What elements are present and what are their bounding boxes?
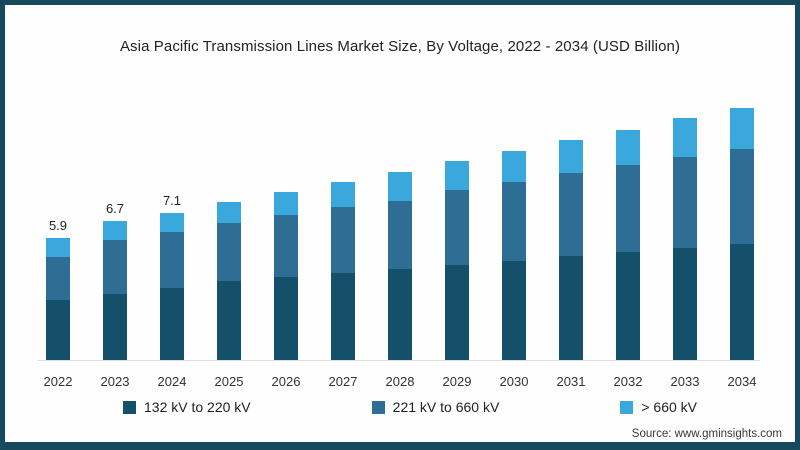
bar-segment bbox=[673, 118, 697, 157]
bar-2028: 2028 bbox=[386, 172, 414, 389]
x-tick-label: 2029 bbox=[442, 374, 472, 389]
legend-label: > 660 kV bbox=[641, 399, 697, 415]
bar-2027: 2027 bbox=[329, 182, 357, 389]
bar-segment bbox=[559, 140, 583, 173]
legend-item-132kv-220kv: 132 kV to 220 kV bbox=[123, 399, 251, 415]
bar-segment bbox=[502, 261, 526, 360]
bar-segment bbox=[673, 248, 697, 360]
chart-title: Asia Pacific Transmission Lines Market S… bbox=[119, 38, 681, 55]
bar-segment bbox=[217, 281, 241, 360]
bar-segment bbox=[445, 190, 469, 265]
bar-segment bbox=[616, 165, 640, 252]
bar-segment bbox=[46, 238, 70, 257]
legend: 132 kV to 220 kV 221 kV to 660 kV > 660 … bbox=[123, 399, 697, 415]
legend-swatch-icon bbox=[620, 400, 634, 414]
bar-2032: 2032 bbox=[614, 130, 642, 389]
bar-segment bbox=[331, 182, 355, 207]
bar-2022: 5.9 2022 bbox=[44, 218, 73, 389]
bar-segment bbox=[445, 265, 469, 360]
bar-2034: 2034 bbox=[728, 108, 756, 389]
bar-segment bbox=[274, 215, 298, 277]
bar-segment bbox=[217, 202, 241, 223]
bar-segment bbox=[160, 288, 184, 360]
bar-segment bbox=[730, 108, 754, 149]
x-tick-label: 2030 bbox=[499, 374, 529, 389]
bar-segment bbox=[46, 257, 70, 300]
bar-2030: 2030 bbox=[500, 151, 528, 389]
bar-value-label: 6.7 bbox=[105, 201, 125, 216]
bar-segment bbox=[46, 300, 70, 360]
bar-2025: 2025 bbox=[215, 202, 243, 389]
bar-2031: 2031 bbox=[557, 140, 585, 389]
bar-segment bbox=[331, 273, 355, 360]
legend-swatch-icon bbox=[123, 400, 136, 414]
bar-segment bbox=[274, 277, 298, 360]
bar-value-label: 5.9 bbox=[48, 218, 68, 233]
bar-segment bbox=[502, 151, 526, 182]
bar-segment bbox=[730, 149, 754, 244]
bar-segment bbox=[616, 130, 640, 165]
bar-2033: 2033 bbox=[671, 118, 699, 389]
bar-segment bbox=[103, 294, 127, 360]
bar-segment bbox=[160, 213, 184, 232]
bar-segment bbox=[673, 157, 697, 248]
bar-segment bbox=[160, 232, 184, 288]
bar-segment bbox=[103, 240, 127, 294]
x-tick-label: 2032 bbox=[613, 374, 643, 389]
bar-segment bbox=[331, 207, 355, 273]
bar-segment bbox=[274, 192, 298, 215]
legend-item-221kv-660kv: 221 kV to 660 kV bbox=[371, 399, 500, 415]
bar-segment bbox=[388, 269, 412, 360]
bar-segment bbox=[217, 223, 241, 281]
x-tick-label: 2025 bbox=[214, 374, 244, 389]
x-tick-label: 2022 bbox=[43, 374, 73, 389]
x-tick-label: 2024 bbox=[157, 374, 187, 389]
legend-swatch-icon bbox=[371, 400, 385, 414]
x-axis-line bbox=[38, 360, 760, 361]
bar-segment bbox=[730, 244, 754, 360]
x-tick-label: 2026 bbox=[271, 374, 301, 389]
bar-2026: 2026 bbox=[272, 192, 300, 389]
x-tick-label: 2033 bbox=[670, 374, 700, 389]
x-tick-label: 2028 bbox=[385, 374, 415, 389]
legend-label: 132 kV to 220 kV bbox=[144, 399, 251, 415]
plot-area: 5.9 2022 6.7 2023 7.1 2024 2025 2026 2027 2028 202… bbox=[44, 100, 756, 389]
source-attribution: Source: www.gminsights.com bbox=[631, 428, 782, 440]
legend-item-over-660kv: > 660 kV bbox=[620, 399, 697, 415]
bar-segment bbox=[388, 172, 412, 201]
x-tick-label: 2031 bbox=[556, 374, 586, 389]
bar-segment bbox=[388, 201, 412, 269]
bar-segment bbox=[445, 161, 469, 190]
x-tick-label: 2023 bbox=[100, 374, 130, 389]
bar-2023: 6.7 2023 bbox=[101, 201, 130, 389]
bar-segment bbox=[559, 256, 583, 360]
legend-label: 221 kV to 660 kV bbox=[392, 399, 500, 415]
bar-value-label: 7.1 bbox=[162, 193, 182, 208]
bar-segment bbox=[502, 182, 526, 261]
bar-segment bbox=[103, 221, 127, 240]
bar-segment bbox=[616, 252, 640, 360]
x-tick-label: 2034 bbox=[727, 374, 757, 389]
bar-segment bbox=[559, 173, 583, 256]
x-tick-label: 2027 bbox=[328, 374, 358, 389]
bar-2024: 7.1 2024 bbox=[158, 193, 187, 389]
bar-2029: 2029 bbox=[443, 161, 471, 389]
